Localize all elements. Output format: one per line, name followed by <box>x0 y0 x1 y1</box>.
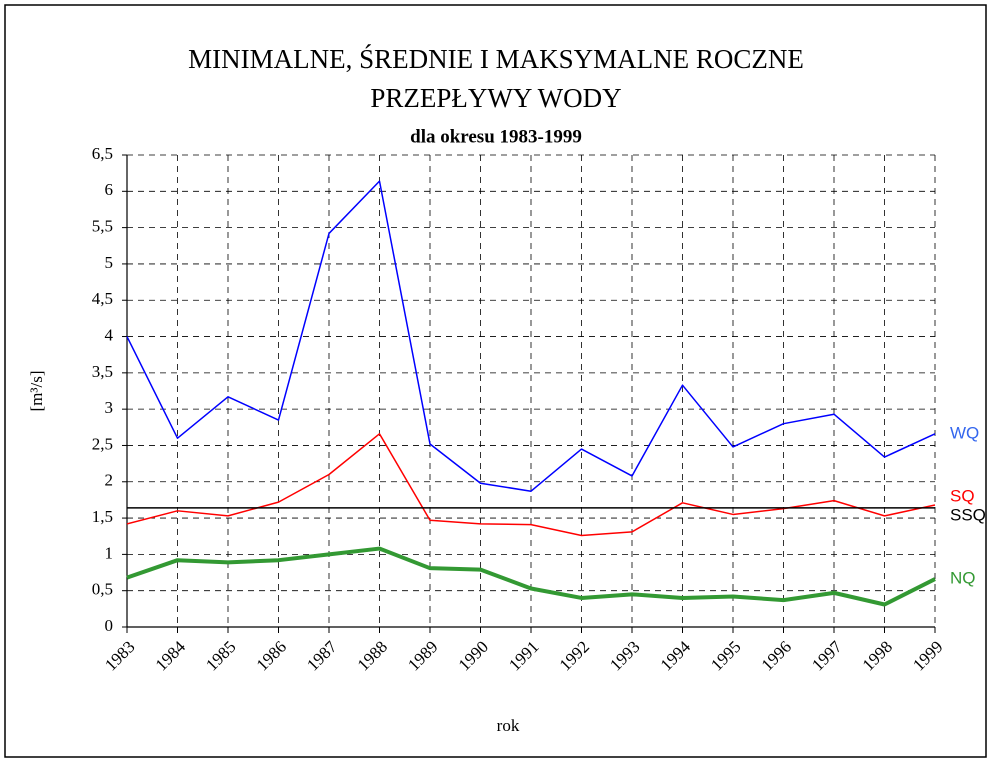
chart-title: MINIMALNE, ŚREDNIE I MAKSYMALNE ROCZNE <box>188 44 804 74</box>
series-label: WQ <box>950 423 979 442</box>
y-tick-label: 0 <box>105 616 114 635</box>
y-tick-label: 6 <box>105 180 114 199</box>
series-label: SQ <box>950 486 975 505</box>
series-label: NQ <box>950 569 976 588</box>
y-tick-label: 3,5 <box>92 362 113 381</box>
series-line <box>126 546 936 607</box>
y-tick-label: 1,5 <box>92 507 113 526</box>
series-label: SSQ <box>950 505 986 524</box>
y-tick-label: 2,5 <box>92 434 113 453</box>
y-tick-label: 1 <box>105 543 114 562</box>
y-tick-label: 0,5 <box>92 580 113 599</box>
y-tick-label: 2 <box>105 471 114 490</box>
chart-title: PRZEPŁYWY WODY <box>370 83 621 113</box>
y-tick-label: 5 <box>105 253 114 272</box>
x-axis-label: rok <box>497 716 520 735</box>
series-line <box>126 180 936 492</box>
chart-border <box>4 4 987 758</box>
y-axis-label: [m³/s] <box>27 371 46 412</box>
y-tick-label: 6,5 <box>92 144 113 163</box>
y-tick-label: 3 <box>105 398 114 417</box>
y-tick-label: 4 <box>105 325 114 344</box>
chart-subtitle: dla okresu 1983-1999 <box>410 126 582 147</box>
y-tick-label: 4,5 <box>92 289 113 308</box>
y-tick-label: 5,5 <box>92 217 113 236</box>
series-line <box>126 433 936 537</box>
